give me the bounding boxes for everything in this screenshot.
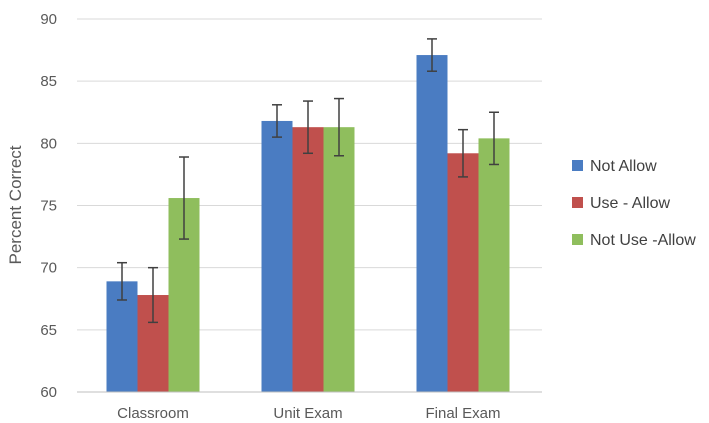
- legend-item: Not Use -Allow: [572, 232, 696, 249]
- legend-label: Use - Allow: [590, 195, 670, 212]
- legend-swatch: [572, 234, 583, 245]
- legend-swatch: [572, 160, 583, 171]
- x-tick-label: Classroom: [117, 405, 189, 422]
- error-bar: [179, 156, 189, 240]
- x-axis-tick-labels: Classroom Unit Exam Final Exam: [117, 405, 500, 422]
- y-tick-label: 70: [40, 260, 57, 277]
- y-tick-label: 85: [40, 73, 57, 90]
- legend-item: Use - Allow: [572, 195, 670, 212]
- x-tick-label: Unit Exam: [273, 405, 342, 422]
- legend-swatch: [572, 197, 583, 208]
- error-bar: [458, 128, 468, 178]
- legend: Not Allow Use - Allow Not Use -Allow: [572, 158, 696, 249]
- y-tick-label: 80: [40, 135, 57, 152]
- y-tick-label: 60: [40, 384, 57, 401]
- error-bars: [117, 38, 499, 324]
- error-bar: [117, 261, 127, 301]
- y-axis-title: Percent Correct: [6, 145, 25, 264]
- bar-not-allow-final-exam: [416, 55, 448, 392]
- y-tick-label: 75: [40, 198, 57, 215]
- y-axis-tick-labels: 60 65 70 75 80 85 90: [40, 11, 57, 401]
- x-tick-label: Final Exam: [425, 405, 500, 422]
- error-bar: [427, 38, 437, 72]
- legend-label: Not Allow: [590, 158, 657, 175]
- bar-use-allow-unit-exam: [292, 127, 324, 393]
- legend-label: Not Use -Allow: [590, 232, 696, 249]
- bars: [106, 55, 510, 393]
- y-tick-label: 90: [40, 11, 57, 28]
- bar-not-use-allow-final-exam: [478, 138, 510, 392]
- bar-not-use-allow-unit-exam: [323, 127, 355, 393]
- y-tick-label: 65: [40, 322, 57, 339]
- bar-use-allow-final-exam: [447, 153, 479, 392]
- error-bar: [334, 97, 344, 157]
- error-bar: [272, 104, 282, 138]
- legend-item: Not Allow: [572, 158, 657, 175]
- error-bar: [489, 111, 499, 166]
- error-bar: [148, 266, 158, 324]
- bar-not-allow-unit-exam: [261, 120, 293, 392]
- error-bar: [303, 100, 313, 155]
